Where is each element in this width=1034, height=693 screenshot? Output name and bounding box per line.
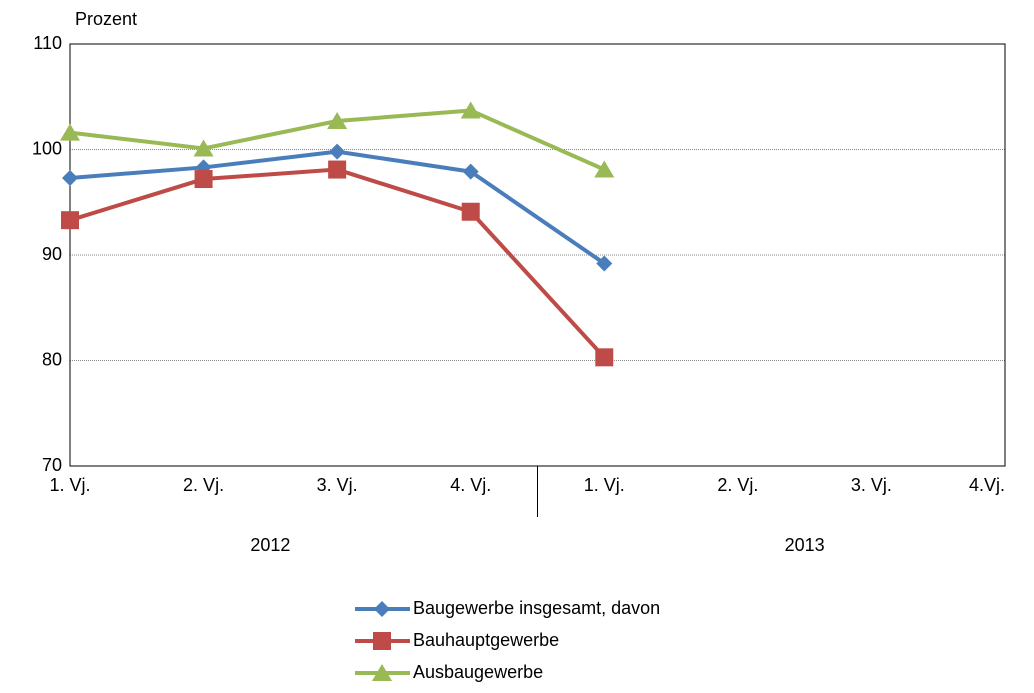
- x-tick-label: 1. Vj.: [49, 475, 90, 495]
- x-tick-label: 3. Vj.: [851, 475, 892, 495]
- data-point: [62, 169, 78, 186]
- legend-marker: [373, 632, 391, 650]
- y-tick-label: 90: [42, 244, 62, 264]
- y-axis-title: Prozent: [75, 9, 137, 29]
- data-point: [327, 112, 348, 130]
- y-tick-label: 100: [32, 138, 62, 158]
- legend-label: Ausbaugewerbe: [413, 662, 543, 682]
- data-point: [61, 211, 79, 230]
- x-tick-label: 2. Vj.: [183, 475, 224, 495]
- x-tick-label: 4. Vj.: [450, 475, 491, 495]
- data-point: [461, 202, 480, 221]
- legend-marker: [372, 664, 392, 681]
- y-tick-label: 70: [42, 455, 62, 475]
- data-point: [193, 139, 214, 157]
- x-tick-label: 3. Vj.: [317, 475, 358, 495]
- legend-label: Baugewerbe insgesamt, davon: [413, 598, 660, 618]
- data-point: [60, 123, 80, 141]
- legend-marker: [374, 601, 390, 617]
- x-tick-label: 4.Vj.: [969, 475, 1005, 495]
- y-tick-label: 80: [42, 349, 62, 369]
- x-tick-label: 2. Vj.: [717, 475, 758, 495]
- data-point: [194, 170, 213, 189]
- data-point: [596, 255, 613, 272]
- series-line: [69, 167, 606, 359]
- data-point: [594, 160, 615, 178]
- y-tick-label: 110: [33, 33, 62, 53]
- group-label: 2013: [785, 535, 825, 555]
- legend-label: Bauhauptgewerbe: [413, 630, 559, 650]
- data-point: [329, 143, 346, 160]
- data-point: [595, 348, 614, 367]
- data-point: [460, 101, 481, 119]
- data-point: [462, 163, 479, 180]
- data-point: [328, 160, 347, 179]
- x-tick-label: 1. Vj.: [584, 475, 625, 495]
- group-label: 2012: [250, 535, 290, 555]
